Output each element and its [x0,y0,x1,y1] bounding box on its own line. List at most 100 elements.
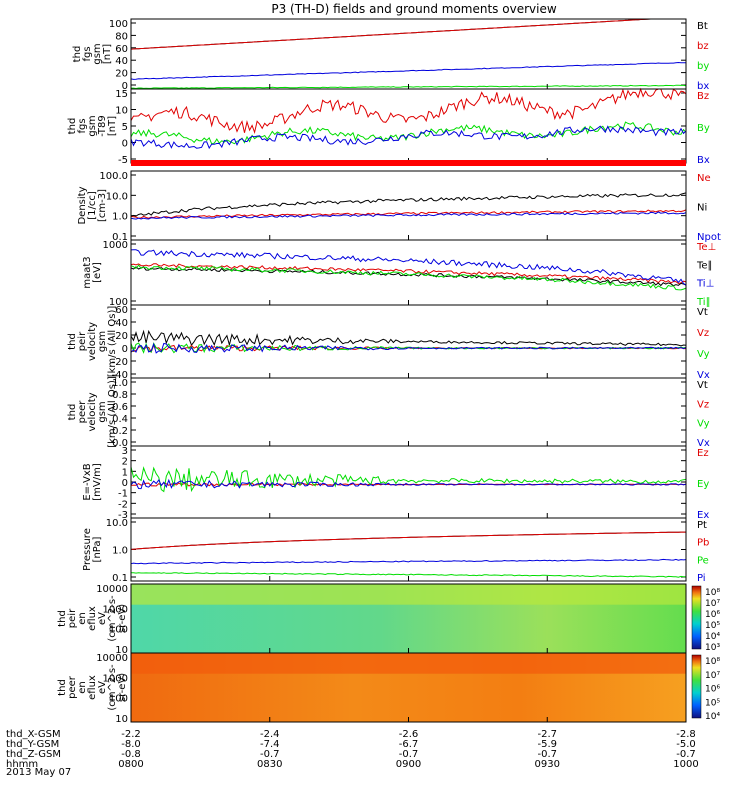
y-tick-label: 0 [122,344,128,355]
y-tick-label: 10 [115,714,128,725]
y-tick-label: -40 [112,370,128,381]
panel-ylabel: [eV] [92,262,103,283]
panel-9: thd peir en eflux eV (cm^2-s-sr-eV) 10000 1000 1… [57,583,720,656]
series-Ne [130,209,687,219]
xaxis-value: -5.0 [676,739,696,750]
y-tick-label: 40 [115,318,128,329]
panel-ylabel: Density [77,186,88,224]
panel-3: Density [1/cc] [cm-3] 100.0 10.0 1.0 0.1 Ne Ni Np… [77,170,721,243]
y-tick-label: 10 [115,645,128,656]
y-tick-label: 0.1 [112,232,128,243]
y-tick-label: 0 [122,81,128,92]
panel-ylabel: peir [67,608,78,628]
panel-ylabel: maat3 [82,256,93,288]
y-tick-label: 100.0 [99,171,128,182]
xaxis-value: 0930 [535,759,560,770]
y-tick-label: 1.0 [112,212,128,223]
xaxis-value: -6.7 [399,739,419,750]
date-label: 2013 May 07 [6,767,71,778]
y-tick-label: 1000 [103,673,128,684]
panel-ylabel: eV [97,681,108,694]
y-tick-label: 0 [122,139,128,150]
panel-frame [130,18,687,90]
xaxis-value: -2.4 [260,729,280,740]
series-Vt [130,329,687,347]
xaxis-value: -0.8 [121,749,141,760]
panel-ylabel: eflux [87,606,98,631]
colorbar-tick-label: 10⁵ [705,698,720,708]
legend-Pi: Pi [697,573,706,584]
panel-10: thd peer en eflux eV (cm^2-s-sr-eV) 10000 1000 1… [57,652,720,725]
panel-ylabel: E=-VxB [82,463,93,500]
y-tick-label: -1 [118,489,128,500]
y-tick-label: 80 [115,31,128,42]
panel-frame [130,170,687,241]
panel-ylabel: [nT] [107,116,118,136]
panel-ylabel: peir [77,331,88,351]
legend-Bz: Bz [697,91,709,102]
series-Ex [130,478,687,490]
legend-Ex: Ex [697,510,709,521]
panel-ylabel: en [77,681,88,694]
panel-2: thd fgs gsm -T89 [nT] 15 10 5 0 -5 Bz By Bx [67,87,710,166]
colorbar [691,654,702,719]
y-tick-label: 0.1 [112,573,128,584]
series-Pb [130,531,686,550]
heatmap-top-band [131,653,686,674]
y-tick-label: 0.8 [112,390,128,401]
y-tick-label: 10.0 [106,518,128,529]
series-bx [130,61,687,80]
panel-ylabel: gsm [92,43,103,64]
colorbar-tick-label: 10³ [705,643,720,653]
panel-ylabel: [nPa] [92,536,103,562]
colorbar-tick-label: 10⁷ [705,599,720,609]
xaxis-value: -2.8 [676,729,696,740]
panel-ylabel: (cm^2-s- [107,595,118,642]
legend-Pe: Pe [697,555,709,566]
panel-frame [130,517,687,582]
panel-ylabel: [cm-3] [97,189,108,222]
y-tick-label: 20 [115,331,128,342]
series-Npot [130,211,687,220]
panel-ylabel: en [77,612,88,625]
y-tick-label: -5 [118,155,128,166]
colorbar-tick-label: 10⁸ [705,657,720,667]
series-By [130,121,687,145]
panel-ylabel: thd [67,404,78,421]
legend-Ey: Ey [697,479,709,490]
y-tick-label: 10.0 [106,191,128,202]
xaxis-value: -0.7 [260,749,280,760]
legend-Bt: Bt [697,21,708,32]
y-tick-label: 10000 [96,653,128,664]
panel-ylabel: gsm [97,331,108,352]
panel-ylabel: (cm^2-s- [107,664,118,711]
y-tick-label: 100 [109,694,128,705]
y-tick-label: 3 [122,446,128,457]
legend-Ne: Ne [697,173,711,184]
panel-ylabel: eflux [87,675,98,700]
legend-Pb: Pb [697,538,709,549]
y-tick-label: 1000 [103,240,128,251]
legend-Ni: Ni [697,203,707,214]
colorbar [691,585,702,650]
y-tick-label: 1 [122,467,128,478]
panel-ylabel: thd [67,118,78,135]
y-tick-label: 0.6 [112,402,128,413]
colorbar-tick-label: 10⁶ [705,685,720,695]
xaxis-row-label: thd_X-GSM [6,729,61,740]
xaxis-value: -5.9 [537,739,557,750]
panel-ylabel: [km/s (All Qs)] [107,376,118,448]
panel-ylabel: eV [97,612,108,625]
panel-ylabel: [nT] [102,44,113,64]
xaxis-value: 0800 [118,759,143,770]
panel-4: maat3 [eV]1000 100 Te⊥ Te∥ Ti⊥ Ti∥ [82,239,716,308]
xaxis-row-label: hhmm [6,759,38,770]
panel-ylabel: [1/cc] [87,191,98,220]
legend-Ez: Ez [697,448,709,459]
panel-ylabel: thd [57,610,68,627]
y-tick-label: 0.0 [112,438,128,449]
legend-Te∥: Te∥ [696,260,713,271]
colorbar-tick-label: 10⁸ [705,588,720,598]
